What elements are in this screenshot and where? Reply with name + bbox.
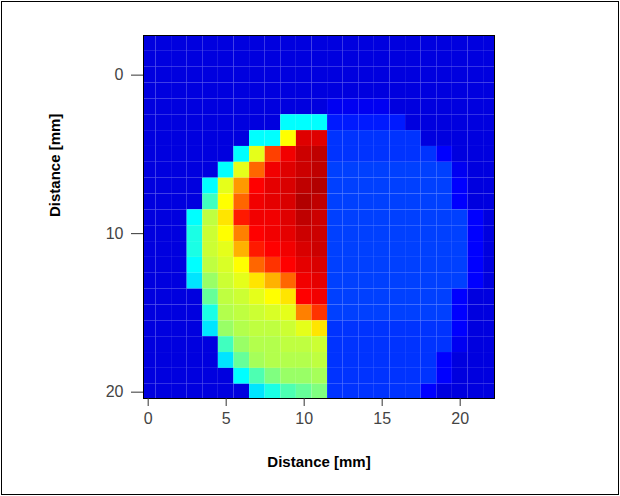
svg-text:5: 5: [222, 410, 231, 427]
svg-text:20: 20: [451, 410, 469, 427]
svg-text:20: 20: [106, 383, 124, 400]
svg-text:Distance [mm]: Distance [mm]: [267, 453, 370, 470]
svg-text:15: 15: [373, 410, 391, 427]
svg-text:Distance [mm]: Distance [mm]: [46, 114, 63, 217]
svg-text:10: 10: [295, 410, 313, 427]
svg-text:0: 0: [115, 66, 124, 83]
svg-text:10: 10: [106, 225, 124, 242]
svg-text:0: 0: [144, 410, 153, 427]
